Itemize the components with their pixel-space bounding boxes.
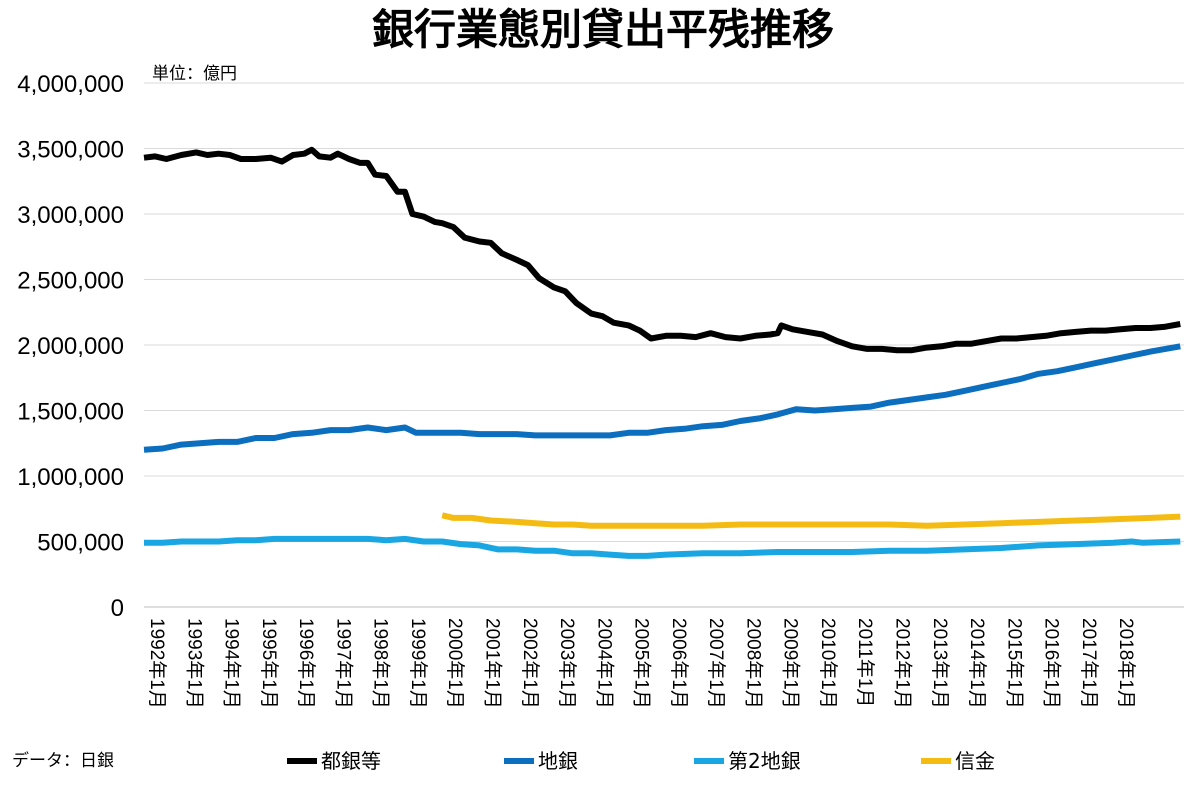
y-tick-label: 500,000 (37, 530, 124, 557)
y-tick-label: 3,000,000 (17, 202, 124, 229)
x-tick-label: 1996年1月 (295, 618, 317, 709)
x-tick-label: 2002年1月 (519, 618, 541, 709)
x-tick-label: 2000年1月 (444, 618, 466, 709)
legend-label: 地銀 (538, 749, 578, 773)
x-tick-label: 1998年1月 (370, 618, 392, 709)
x-tick-label: 2004年1月 (593, 618, 615, 709)
x-tick-label: 1997年1月 (332, 618, 354, 709)
y-tick-label: 0 (111, 595, 124, 622)
x-axis-ticks: 1992年1月 1993年1月 1994年1月 1995年1月 1996年1月 1997年… (146, 618, 1137, 709)
legend-label: 第2地銀 (728, 749, 801, 773)
series-line-2 (143, 343, 1181, 453)
source-label: データ：日銀 (12, 750, 114, 771)
y-tick-label: 1,500,000 (17, 399, 124, 426)
x-tick-label: 2013年1月 (929, 618, 951, 709)
x-tick-label: 2005年1月 (631, 618, 653, 709)
series-lines (143, 146, 1181, 559)
y-tick-label: 4,000,000 (17, 71, 124, 98)
x-tick-label: 2009年1月 (780, 618, 802, 709)
legend: 都銀等 地銀 第2地銀 信金 (287, 749, 995, 773)
chart-title: 銀行業態別貸出平残推移 (372, 5, 834, 54)
y-tick-label: 3,500,000 (17, 137, 124, 164)
series-line-3 (144, 535, 1181, 559)
unit-label: 単位：億円 (152, 64, 237, 84)
x-tick-label: 1999年1月 (407, 618, 429, 709)
y-tick-label: 1,000,000 (17, 464, 124, 491)
x-tick-label: 1993年1月 (183, 618, 205, 709)
series-line-4 (441, 512, 1181, 529)
x-tick-label: 2008年1月 (742, 618, 764, 709)
legend-label: 信金 (955, 749, 995, 773)
y-tick-label: 2,000,000 (17, 333, 124, 360)
x-tick-label: 1992年1月 (146, 618, 168, 709)
x-tick-label: 2007年1月 (705, 618, 727, 709)
y-tick-label: 2,500,000 (17, 268, 124, 295)
x-tick-label: 2006年1月 (668, 618, 690, 709)
x-tick-label: 2018年1月 (1115, 618, 1137, 709)
x-tick-label: 1995年1月 (258, 618, 280, 709)
x-tick-label: 2010年1月 (817, 618, 839, 709)
x-tick-label: 2003年1月 (556, 618, 578, 709)
series-line-1 (143, 146, 1181, 354)
x-tick-label: 2012年1月 (892, 618, 914, 709)
legend-label: 都銀等 (321, 749, 381, 773)
x-tick-label: 2001年1月 (481, 618, 503, 709)
x-tick-label: 1994年1月 (221, 618, 243, 709)
x-tick-label: 2014年1月 (966, 618, 988, 709)
y-axis-ticks: 0 500,000 1,000,000 1,500,000 2,000,000 2,500… (17, 71, 124, 622)
x-tick-label: 2015年1月 (1003, 618, 1025, 709)
x-tick-label: 2016年1月 (1041, 618, 1063, 709)
x-tick-label: 2011年1月 (854, 618, 876, 707)
x-tick-label: 2017年1月 (1078, 618, 1100, 709)
